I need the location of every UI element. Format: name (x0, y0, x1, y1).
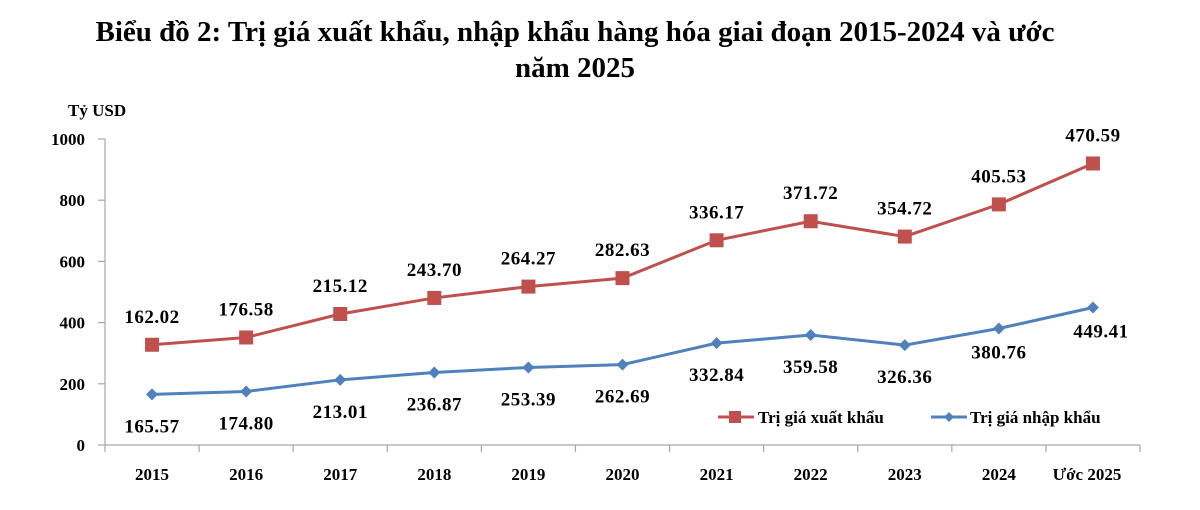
import-data-label: 174.80 (219, 414, 274, 435)
import-data-label: 359.58 (783, 357, 838, 378)
export-data-label: 470.59 (1065, 125, 1120, 146)
export-data-label: 354.72 (877, 199, 932, 220)
import-data-label: 262.69 (595, 387, 650, 408)
import-data-label: 253.39 (501, 389, 556, 410)
square-marker-icon (615, 271, 630, 286)
x-tick-label: 2017 (323, 465, 358, 484)
legend-import-label: Trị giá nhập khẩu (970, 408, 1101, 427)
export-data-label: 176.58 (219, 299, 274, 320)
diamond-marker-icon (992, 322, 1005, 335)
export-data-label: 282.63 (595, 240, 650, 261)
legend-diamond-icon (944, 412, 954, 422)
square-marker-icon (1085, 156, 1100, 171)
import-line (152, 306, 1094, 396)
x-tick-label: 2019 (511, 465, 545, 484)
x-tick-label: 2024 (982, 465, 1017, 484)
y-tick-label: 400 (60, 314, 86, 333)
import-data-label: 165.57 (124, 416, 179, 437)
diamond-marker-icon (710, 337, 723, 350)
square-marker-icon (427, 290, 442, 305)
y-tick-label: 800 (60, 191, 86, 210)
square-marker-icon (333, 306, 348, 321)
export-data-label: 215.12 (313, 276, 368, 297)
diamond-marker-icon (240, 385, 253, 398)
legend-export-label: Trị giá xuất khẩu (758, 408, 884, 427)
import-data-label: 326.36 (877, 367, 932, 388)
x-tick-label: 2020 (606, 465, 640, 484)
export-data-label: 371.72 (783, 183, 838, 204)
diamond-marker-icon (146, 388, 159, 401)
square-marker-icon (991, 197, 1006, 212)
y-tick-label: 200 (60, 375, 86, 394)
export-data-label: 162.02 (124, 307, 179, 328)
y-tick-label: 1000 (51, 130, 85, 149)
legend-square-icon (729, 411, 741, 423)
export-data-label: 336.17 (689, 202, 744, 223)
diamond-marker-icon (522, 361, 535, 374)
diamond-marker-icon (616, 358, 629, 371)
export-data-label: 264.27 (501, 249, 556, 270)
import-data-label: 332.84 (689, 365, 744, 386)
x-tick-label: 2022 (794, 465, 828, 484)
x-tick-label: 2023 (888, 465, 922, 484)
square-marker-icon (145, 337, 160, 352)
y-axis-label: Tỷ USD (68, 101, 126, 120)
square-marker-icon (521, 279, 536, 294)
chart-title-line-1: Biểu đồ 2: Trị giá xuất khẩu, nhập khẩu … (95, 16, 1055, 48)
x-tick-label: 2015 (135, 465, 169, 484)
square-marker-icon (709, 233, 724, 248)
chart-title-line-2: năm 2025 (514, 52, 636, 84)
import-data-label: 236.87 (407, 395, 462, 416)
export-data-label: 243.70 (407, 260, 462, 281)
x-tick-label: Ước 2025 (1053, 465, 1122, 484)
x-tick-label: 2018 (417, 465, 451, 484)
square-marker-icon (239, 330, 254, 345)
export-data-label: 405.53 (971, 166, 1026, 187)
square-marker-icon (897, 229, 912, 244)
diamond-marker-icon (1086, 301, 1099, 314)
import-data-label: 380.76 (971, 342, 1026, 363)
x-tick-label: 2021 (700, 465, 734, 484)
y-tick-label: 600 (60, 252, 86, 271)
import-data-label: 449.41 (1073, 321, 1128, 342)
diamond-marker-icon (898, 339, 911, 352)
y-tick-label: 0 (77, 436, 86, 455)
import-data-label: 213.01 (313, 402, 368, 423)
square-marker-icon (803, 214, 818, 229)
diamond-marker-icon (334, 373, 347, 386)
diamond-marker-icon (428, 366, 441, 379)
diamond-marker-icon (804, 328, 817, 341)
x-tick-label: 2016 (229, 465, 263, 484)
